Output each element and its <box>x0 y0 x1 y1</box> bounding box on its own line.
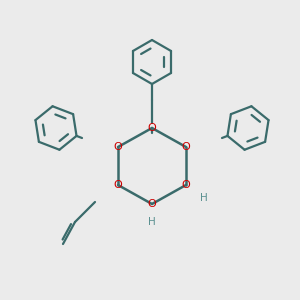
Text: H: H <box>200 193 208 203</box>
Text: O: O <box>114 142 122 152</box>
Text: H: H <box>148 217 156 227</box>
Text: O: O <box>182 180 190 190</box>
Text: O: O <box>114 180 122 190</box>
Text: O: O <box>182 142 190 152</box>
Text: O: O <box>148 123 156 133</box>
Text: O: O <box>148 199 156 209</box>
